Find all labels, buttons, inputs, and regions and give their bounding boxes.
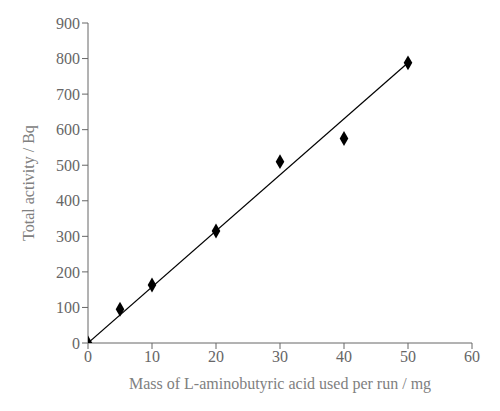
- svg-text:10: 10: [144, 348, 160, 365]
- svg-text:600: 600: [56, 121, 80, 138]
- svg-text:60: 60: [464, 348, 480, 365]
- svg-text:0: 0: [72, 335, 80, 352]
- svg-text:Mass of L-aminobutyric acid us: Mass of L-aminobutyric acid used per run…: [129, 375, 431, 393]
- svg-text:400: 400: [56, 192, 80, 209]
- svg-text:50: 50: [400, 348, 416, 365]
- svg-text:700: 700: [56, 86, 80, 103]
- svg-text:0: 0: [84, 348, 92, 365]
- svg-text:100: 100: [56, 299, 80, 316]
- svg-text:30: 30: [272, 348, 288, 365]
- svg-text:800: 800: [56, 50, 80, 67]
- svg-text:900: 900: [56, 15, 80, 32]
- svg-text:20: 20: [208, 348, 224, 365]
- svg-text:300: 300: [56, 228, 80, 245]
- svg-text:Total activity / Bq: Total activity / Bq: [20, 125, 38, 241]
- svg-text:40: 40: [336, 348, 352, 365]
- svg-text:500: 500: [56, 157, 80, 174]
- svg-text:200: 200: [56, 264, 80, 281]
